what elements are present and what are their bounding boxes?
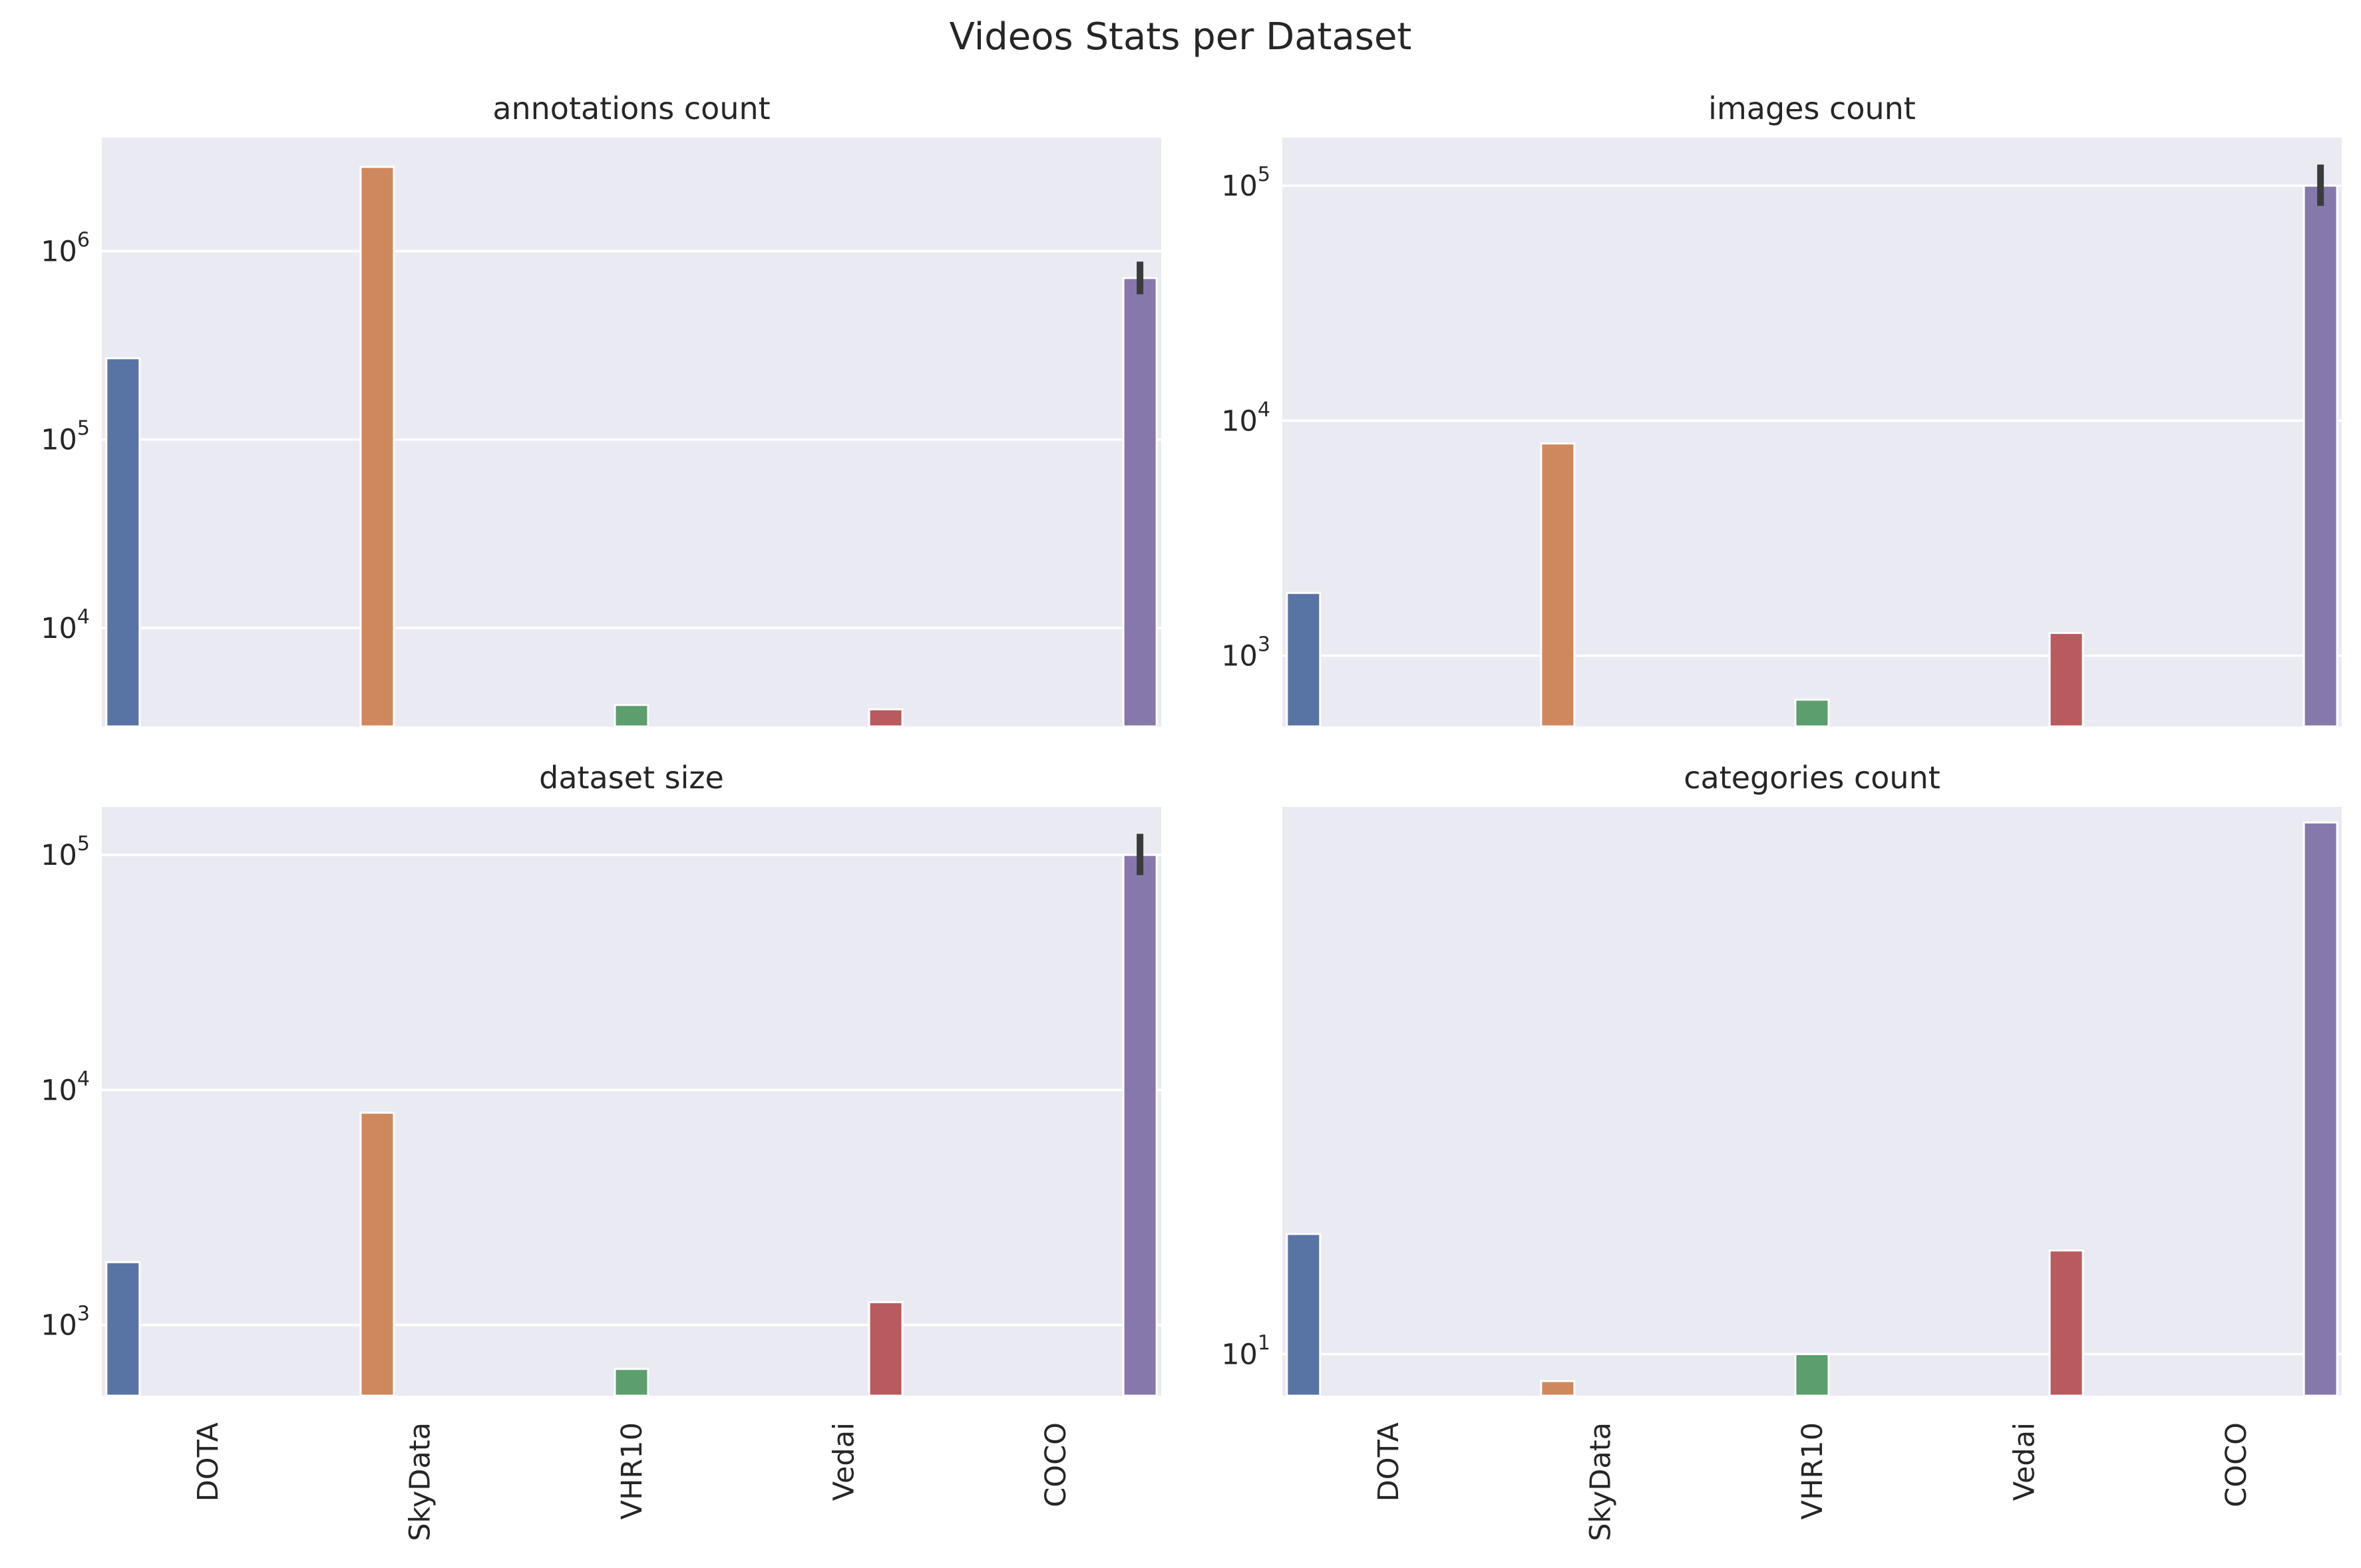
x-tick-label: VHR10 [1796,1422,1829,1519]
y-tick-label: 104 [1221,398,1270,438]
bar-coco [2302,184,2338,728]
y-tick-label: 105 [41,832,90,872]
y-tick-label: 103 [1221,633,1270,673]
y-tick-label: 104 [41,605,90,645]
bar-skydata [1540,442,1576,728]
plot-area [102,138,1161,726]
bar-vhr10 [1794,1353,1830,1397]
subplot-title: categories count [1684,760,1940,796]
bar-vedai [868,1301,904,1397]
subplot-3: 103 104 105 dataset size DOTA SkyData VHR10 Ved… [41,760,1161,1541]
subplot-title: images count [1708,90,1916,126]
x-tick-label: Vedai [2008,1422,2041,1501]
bar-skydata [1540,1380,1576,1397]
bar-vedai [2048,1249,2084,1397]
subplot-4: 101 categories count DOTA SkyData VHR10 Vedai… [1221,760,2342,1541]
x-tick-label: DOTA [1372,1422,1405,1501]
bar-vedai [2048,631,2084,728]
y-tick-label: 103 [41,1303,90,1342]
bar-coco [1122,854,1158,1397]
x-tick-label: SkyData [404,1422,437,1541]
y-tick-label: 104 [41,1067,90,1107]
bar-skydata [359,1112,395,1397]
plot-area [1282,138,2342,726]
subplot-2: 103 104 105 images count [1221,90,2342,728]
subplot-title: dataset size [539,760,724,796]
x-tick-label: VHR10 [616,1422,649,1519]
plot-area [1282,807,2342,1396]
bar-dota [105,357,141,728]
subplots-grid: 104 105 106 annotations count 103 104 105 image… [41,90,2342,1541]
x-tick-label: Vedai [827,1422,860,1501]
x-tick-label: COCO [2220,1422,2253,1507]
y-tick-label: 105 [1221,163,1270,203]
bar-dota [1286,591,1322,728]
bar-dota [105,1261,141,1397]
x-tick-label: DOTA [192,1422,225,1501]
bar-vhr10 [1794,699,1830,728]
bar-skydata [359,166,395,728]
y-tick-label: 101 [1221,1332,1270,1372]
bar-vedai [868,708,904,728]
y-tick-label: 106 [41,229,90,269]
x-tick-label: COCO [1039,1422,1073,1507]
subplot-1: 104 105 106 annotations count [41,90,1161,728]
bar-vhr10 [614,1368,649,1397]
bar-coco [1122,277,1158,728]
x-tick-label: SkyData [1584,1422,1618,1541]
figure-suptitle: Videos Stats per Dataset [950,15,1412,59]
bar-vhr10 [614,704,649,728]
y-tick-label: 105 [41,417,90,457]
plot-area [102,807,1161,1396]
bar-coco [2302,821,2338,1397]
subplot-title: annotations count [492,90,770,126]
bar-dota [1286,1233,1322,1397]
